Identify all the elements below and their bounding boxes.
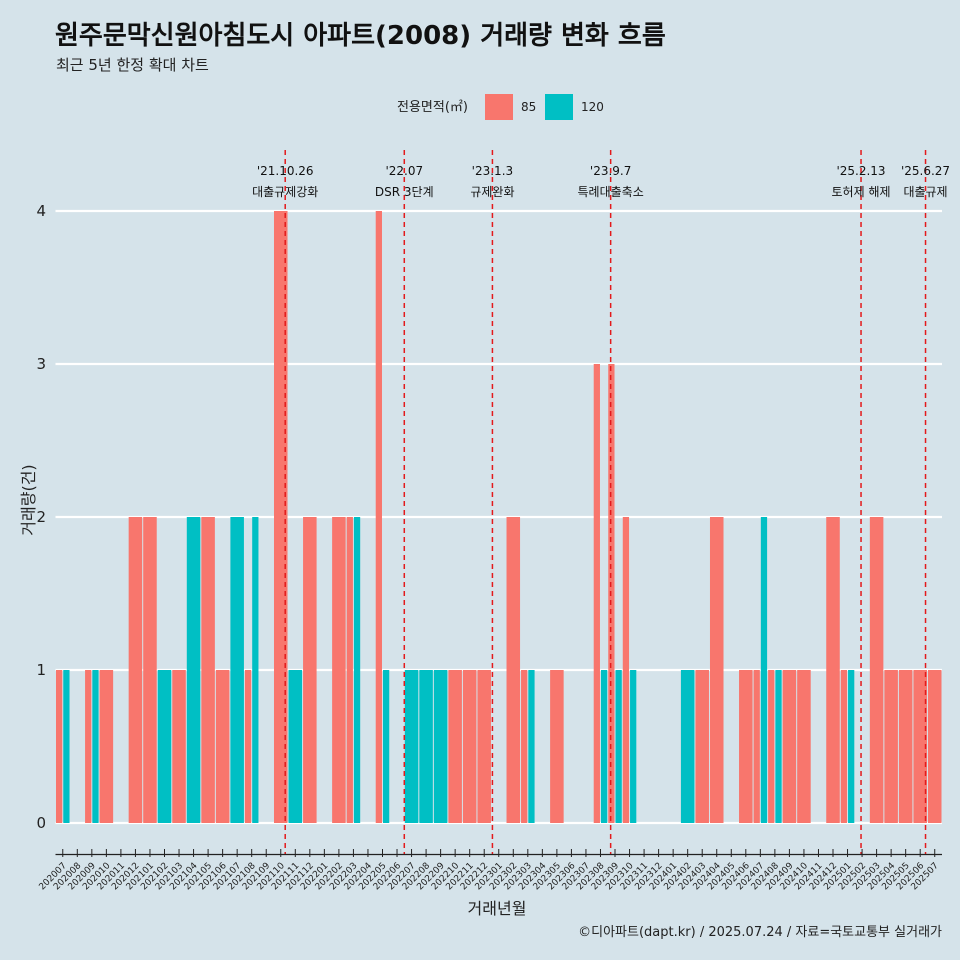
bar-202007-120 [63, 670, 70, 823]
event-label-1: DSR 3단계 [375, 185, 434, 199]
bar-202309-120 [615, 670, 622, 823]
bar-202105-85 [201, 517, 215, 823]
bar-202102-120 [157, 670, 172, 823]
bar-202302-85 [506, 517, 521, 823]
event-label-0: 대출규제강화 [252, 185, 318, 199]
bar-202202-85 [332, 517, 346, 823]
bar-202108-85 [244, 670, 252, 823]
bar-202308-85 [593, 364, 600, 823]
bar-202410-85 [797, 670, 811, 823]
legend: 전용면적(㎡) 85 120 [397, 94, 604, 120]
bar-202407-120 [760, 517, 768, 823]
bar-202111-120 [288, 670, 303, 823]
bar-202203-85 [346, 517, 353, 823]
bar-202211-85 [462, 670, 477, 823]
bar-202205-85 [375, 211, 382, 823]
bar-202407-85 [753, 670, 760, 823]
bar-202403-85 [695, 670, 709, 823]
event-date-0: '21.10.26 [257, 164, 314, 178]
y-tick-label-3: 3 [36, 355, 46, 373]
bar-202402-120 [680, 670, 695, 823]
event-date-1: '22.07 [385, 164, 423, 178]
bar-202505-85 [898, 670, 913, 823]
y-tick-label-1: 1 [36, 661, 46, 679]
bar-202212-85 [477, 670, 491, 823]
x-axis-title: 거래년월 [468, 899, 527, 918]
bar-202504-85 [884, 670, 898, 823]
chart-title: 원주문막신원아침도시 아파트(2008) 거래량 변화 흐름 [55, 21, 666, 51]
bar-202010-85 [99, 670, 114, 823]
bar-202503-85 [869, 517, 884, 823]
bar-202408-85 [768, 670, 775, 823]
bar-202506-85 [913, 670, 927, 823]
bar-202210-85 [448, 670, 462, 823]
bar-202208-120 [419, 670, 433, 823]
y-tick-label-4: 4 [36, 202, 46, 220]
bar-202507-85 [927, 670, 942, 823]
event-date-5: '25.6.27 [901, 164, 950, 178]
bar-202310-85 [622, 517, 630, 823]
y-tick-label-2: 2 [36, 508, 46, 526]
event-date-3: '23.9.7 [590, 164, 631, 178]
bar-202103-85 [172, 670, 186, 823]
legend-title: 전용면적(㎡) [397, 100, 468, 115]
y-axis-title: 거래량(건) [19, 464, 38, 535]
chart-subtitle: 최근 5년 한정 확대 차트 [56, 56, 209, 74]
event-markers: '21.10.26 대출규제강화 '22.07 DSR 3단계 '23.1.3 규제완화 '… [252, 150, 950, 854]
caption: ©디아파트(dapt.kr) / 2025.07.24 / 자료=국토교통부 실… [578, 925, 942, 940]
bar-202007-85 [56, 670, 63, 823]
bar-202303-85 [521, 670, 528, 823]
bar-202305-85 [550, 670, 564, 823]
event-label-3: 특례대출축소 [578, 185, 644, 199]
legend-swatch-85 [485, 94, 513, 120]
bar-202406-85 [739, 670, 753, 823]
legend-swatch-120 [545, 94, 573, 120]
legend-label-85: 85 [521, 100, 536, 114]
bar-202012-85 [128, 517, 143, 823]
bar-202409-85 [782, 670, 797, 823]
bar-202209-120 [433, 670, 448, 823]
bar-202009-85 [85, 670, 92, 823]
event-date-2: '23.1.3 [472, 164, 513, 178]
bar-202310-120 [630, 670, 637, 823]
event-label-4: 토허제 해제 [832, 185, 891, 199]
event-date-4: '25.2.13 [836, 164, 885, 178]
bar-202101-85 [143, 517, 157, 823]
legend-label-120: 120 [581, 100, 604, 114]
bar-202009-120 [92, 670, 99, 823]
bar-202404-85 [709, 517, 724, 823]
bar-202104-120 [186, 517, 201, 823]
axes: 0123420200720200820200920201020201120201… [36, 202, 942, 892]
bar-202501-85 [840, 670, 848, 823]
bar-202110-85 [273, 211, 288, 823]
bar-202303-120 [528, 670, 535, 823]
event-label-2: 규제완화 [470, 185, 514, 199]
bar-202203-120 [353, 517, 361, 823]
bar-202106-85 [215, 670, 230, 823]
bar-202501-120 [848, 670, 855, 823]
bar-202108-120 [252, 517, 259, 823]
bar-202308-120 [600, 670, 608, 823]
bar-202107-120 [230, 517, 244, 823]
bar-202112-85 [303, 517, 317, 823]
bar-202412-85 [826, 517, 840, 823]
bar-202207-120 [404, 670, 419, 823]
bar-202408-120 [775, 670, 782, 823]
y-tick-label-0: 0 [36, 814, 46, 832]
bar-202205-120 [382, 670, 390, 823]
event-label-5: 대출규제 [903, 185, 947, 199]
